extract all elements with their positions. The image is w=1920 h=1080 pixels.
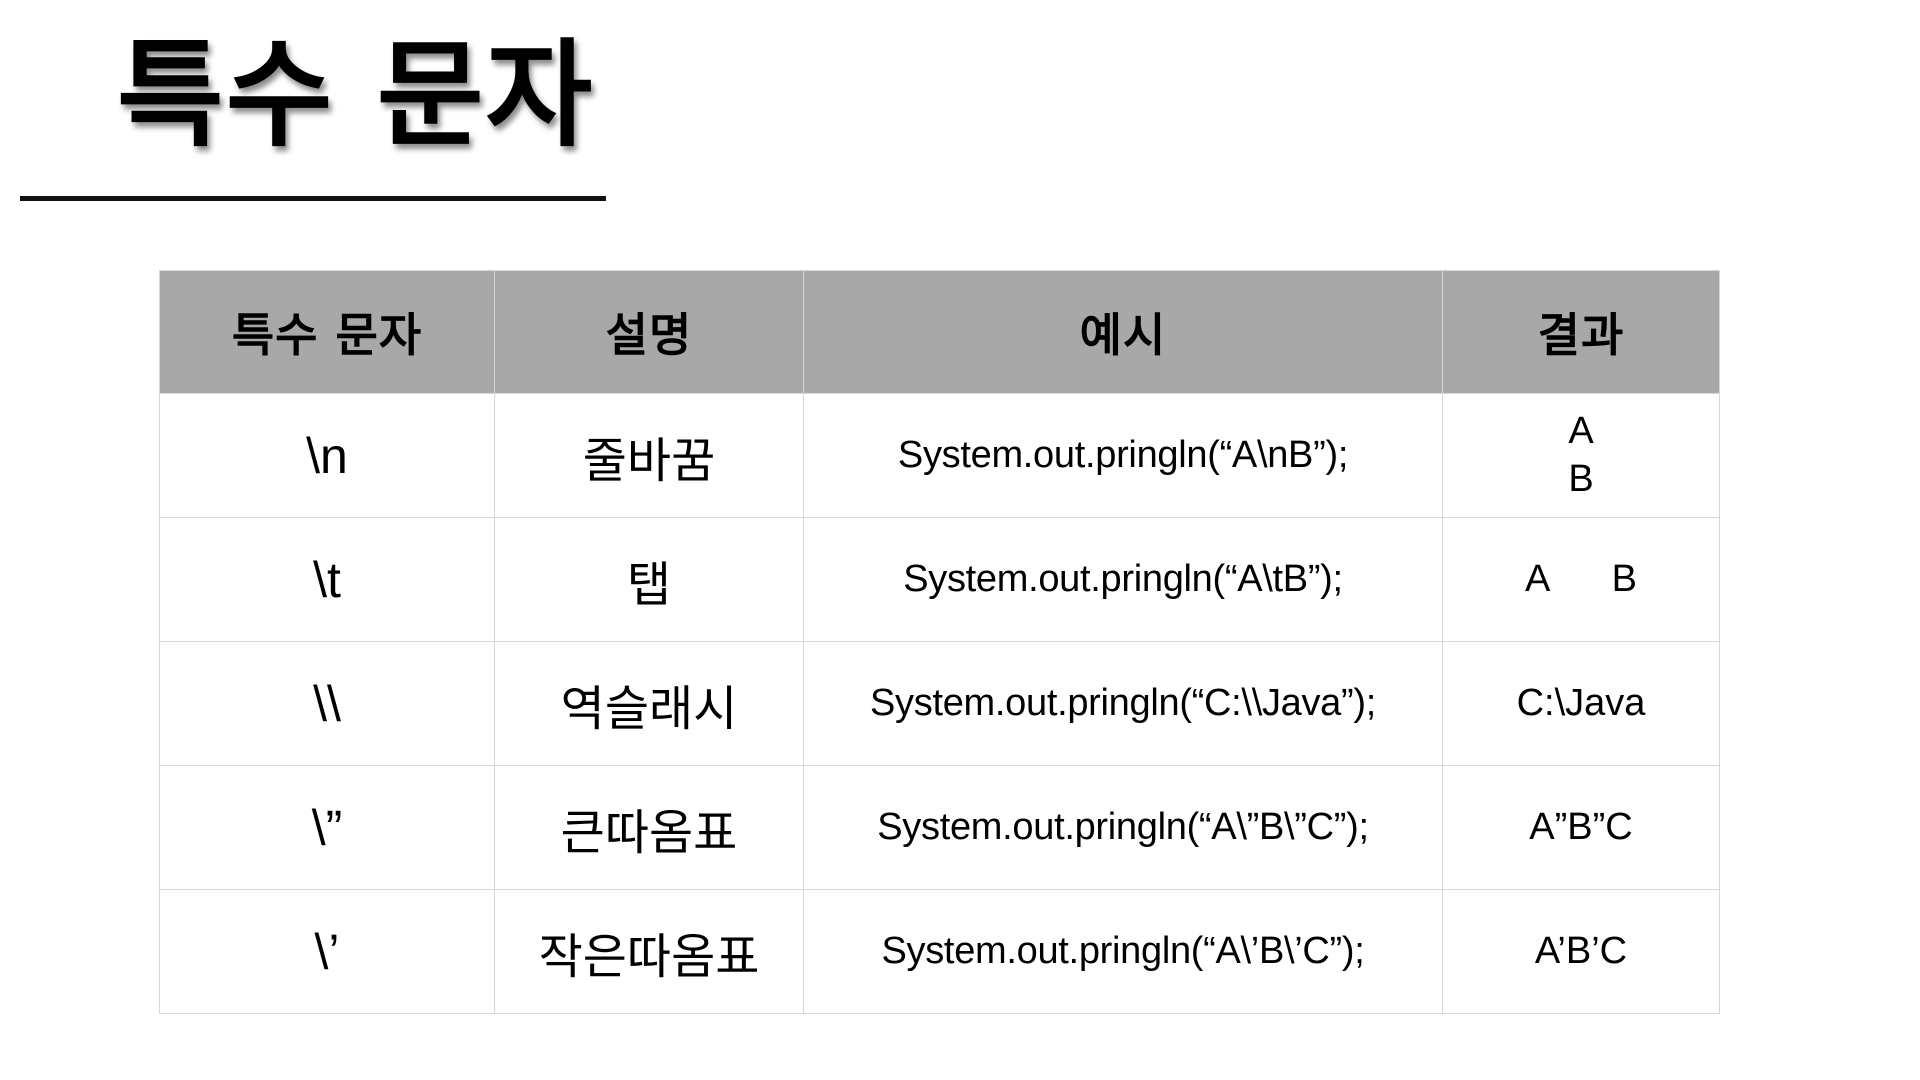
example-cell: System.out.pringln(“C:\\Java”); [803,641,1443,766]
description-cell: 역슬래시 [494,641,804,766]
header-example: 예시 [803,270,1443,394]
result-cell: C:\Java [1442,641,1720,766]
description-cell: 탭 [494,517,804,642]
special-char-cell: \t [159,517,495,642]
table-row: \” 큰따옴표 System.out.pringln(“A\”B\”C”); A… [159,765,1720,890]
table-row: \t 탭 System.out.pringln(“A\tB”); A B [159,517,1720,642]
description-cell: 작은따옴표 [494,889,804,1014]
special-char-cell: \’ [159,889,495,1014]
table-row: \n 줄바꿈 System.out.pringln(“A\nB”); A B [159,393,1720,518]
example-cell: System.out.pringln(“A\’B\’C”); [803,889,1443,1014]
special-characters-table: 특수 문자 설명 예시 결과 \n 줄바꿈 System.out.pringln… [159,270,1720,1014]
description-cell: 큰따옴표 [494,765,804,890]
slide-title: 특수 문자 [117,28,595,163]
special-char-cell: \n [159,393,495,518]
special-char-cell: \\ [159,641,495,766]
result-cell: A B [1442,517,1720,642]
description-cell: 줄바꿈 [494,393,804,518]
example-cell: System.out.pringln(“A\nB”); [803,393,1443,518]
table-row: \’ 작은따옴표 System.out.pringln(“A\’B\’C”); … [159,889,1720,1014]
result-cell: A”B”C [1442,765,1720,890]
result-cell: A B [1442,393,1720,518]
table-row: \\ 역슬래시 System.out.pringln(“C:\\Java”); … [159,641,1720,766]
header-result: 결과 [1442,270,1720,394]
title-underline [20,196,606,201]
header-special-char: 특수 문자 [159,270,495,394]
special-char-cell: \” [159,765,495,890]
example-cell: System.out.pringln(“A\tB”); [803,517,1443,642]
example-cell: System.out.pringln(“A\”B\”C”); [803,765,1443,890]
table-header-row: 특수 문자 설명 예시 결과 [159,270,1720,394]
result-cell: A’B’C [1442,889,1720,1014]
header-description: 설명 [494,270,804,394]
